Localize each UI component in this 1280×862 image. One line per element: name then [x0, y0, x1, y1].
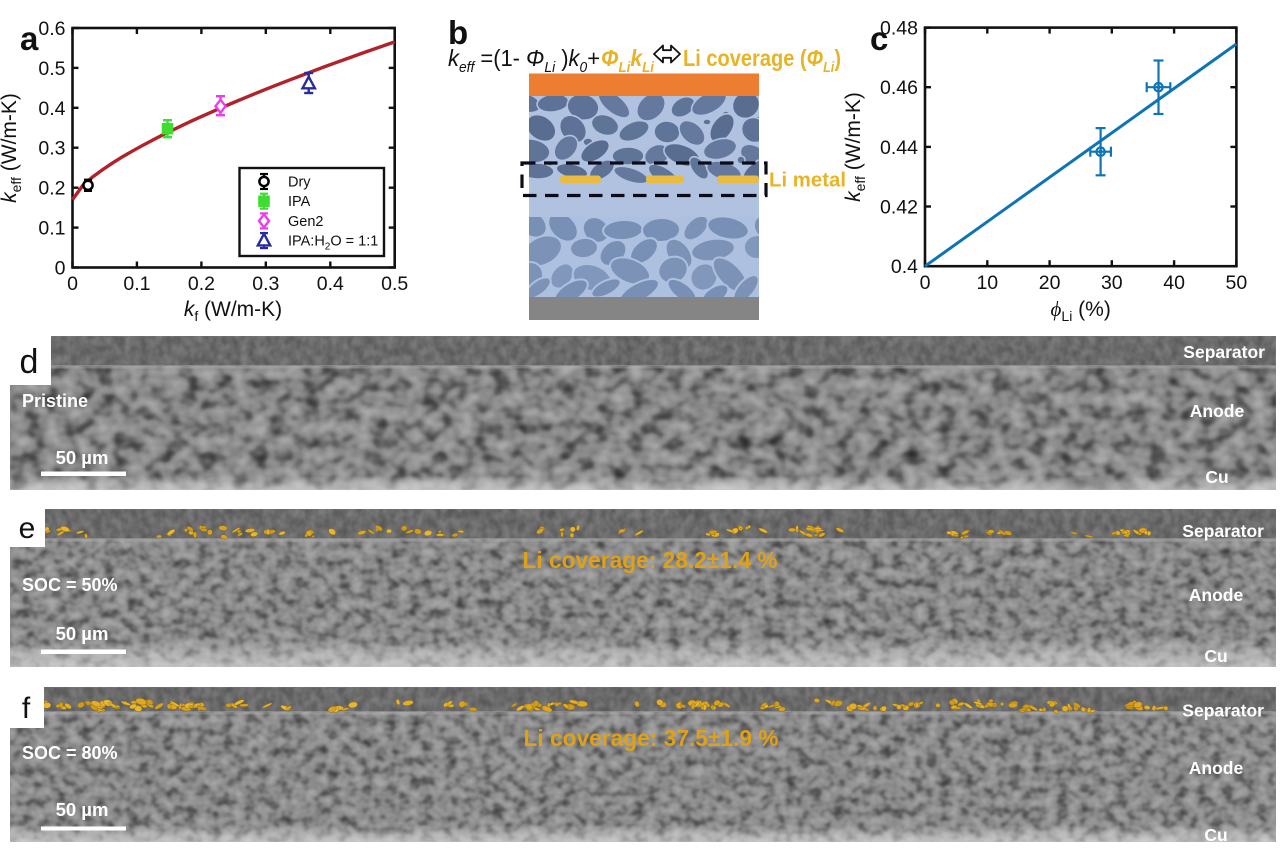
svg-text:kf (W/m-K): kf (W/m-K)	[184, 298, 282, 324]
svg-text:0.48: 0.48	[880, 18, 918, 40]
svg-text:IPA: IPA	[288, 194, 311, 210]
svg-text:Li coverage (ΦLi): Li coverage (ΦLi)	[683, 45, 841, 76]
svg-text:Anode: Anode	[1190, 401, 1245, 421]
svg-text:SOC = 80%: SOC = 80%	[22, 743, 118, 763]
svg-text:50: 50	[1226, 272, 1248, 294]
svg-text:0.2: 0.2	[38, 178, 65, 200]
svg-text:50 µm: 50 µm	[56, 623, 109, 644]
svg-text:keff =(1- ΦLi )k0+: keff =(1- ΦLi )k0+	[448, 45, 600, 76]
svg-text:50 µm: 50 µm	[56, 447, 109, 468]
svg-text:Pristine: Pristine	[22, 391, 88, 411]
svg-text:0.44: 0.44	[880, 137, 918, 159]
svg-text:0.4: 0.4	[891, 256, 918, 278]
svg-text:c: c	[870, 20, 888, 57]
svg-text:40: 40	[1163, 272, 1185, 294]
svg-text:Dry: Dry	[288, 175, 311, 191]
svg-text:50 µm: 50 µm	[56, 799, 109, 820]
svg-text:0: 0	[67, 273, 78, 295]
svg-text:0.2: 0.2	[188, 273, 215, 295]
svg-text:a: a	[20, 20, 39, 57]
svg-text:0.3: 0.3	[38, 138, 65, 160]
svg-text:SOC = 50%: SOC = 50%	[22, 575, 118, 595]
svg-text:IPA:H2O = 1:1: IPA:H2O = 1:1	[288, 234, 378, 253]
svg-text:b: b	[448, 14, 468, 51]
svg-text:Separator: Separator	[1182, 521, 1264, 541]
svg-text:Li metal: Li metal	[769, 169, 846, 192]
svg-text:d: d	[20, 343, 39, 381]
svg-text:0.42: 0.42	[880, 197, 918, 219]
svg-text:20: 20	[1039, 272, 1061, 294]
svg-text:ϕLi (%): ϕLi (%)	[1051, 297, 1111, 324]
svg-text:0.5: 0.5	[381, 273, 408, 295]
svg-text:e: e	[19, 512, 36, 545]
svg-text:Anode: Anode	[1189, 585, 1244, 605]
svg-text:Cu: Cu	[1204, 825, 1227, 842]
svg-text:Li coverage: 28.2±1.4 %: Li coverage: 28.2±1.4 %	[523, 547, 778, 573]
svg-text:Gen2: Gen2	[288, 214, 323, 230]
svg-text:30: 30	[1101, 272, 1123, 294]
svg-text:0.4: 0.4	[38, 98, 65, 120]
svg-text:0.6: 0.6	[38, 18, 65, 40]
svg-text:Separator: Separator	[1182, 701, 1264, 721]
svg-text:0.4: 0.4	[317, 273, 344, 295]
svg-text:Cu: Cu	[1205, 467, 1228, 487]
svg-text:0.5: 0.5	[38, 58, 65, 80]
svg-text:Anode: Anode	[1189, 758, 1244, 778]
svg-text:f: f	[22, 692, 31, 725]
svg-text:0: 0	[55, 258, 66, 280]
svg-text:Separator: Separator	[1183, 342, 1265, 362]
svg-text:0.1: 0.1	[123, 273, 150, 295]
svg-text:Li coverage: 37.5±1.9 %: Li coverage: 37.5±1.9 %	[524, 725, 779, 751]
svg-text:0: 0	[920, 272, 931, 294]
svg-text:Cu: Cu	[1204, 646, 1227, 666]
svg-text:keff (W/m-K): keff (W/m-K)	[0, 93, 24, 203]
svg-text:0.1: 0.1	[38, 218, 65, 240]
svg-text:10: 10	[976, 272, 998, 294]
svg-text:0.46: 0.46	[880, 77, 918, 99]
svg-text:0.3: 0.3	[252, 273, 279, 295]
svg-text:keff (W/m-K): keff (W/m-K)	[842, 92, 868, 202]
svg-text:ΦLikLi: ΦLikLi	[601, 45, 655, 76]
